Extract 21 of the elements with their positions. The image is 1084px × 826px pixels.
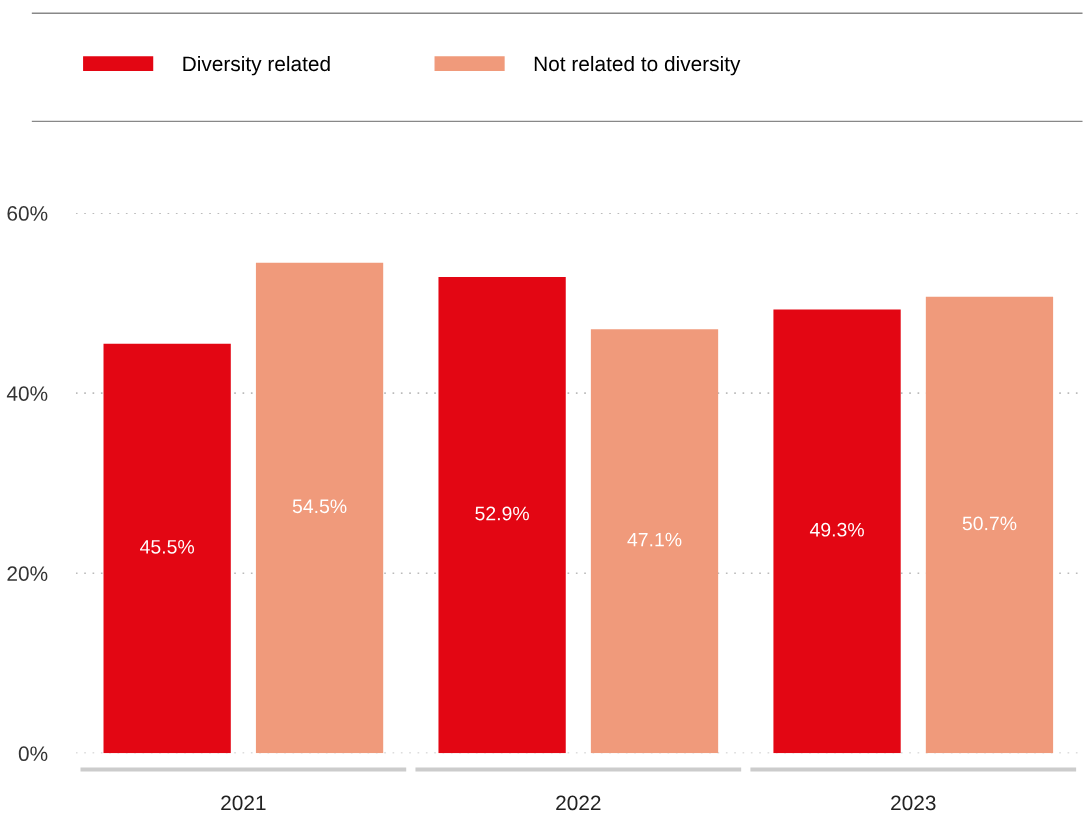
- data-label: 50.7%: [962, 516, 1017, 531]
- y-tick-label: 20%: [7, 566, 48, 581]
- bar: [773, 309, 901, 754]
- bar: [103, 343, 231, 754]
- data-label: 52.9%: [475, 506, 529, 521]
- legend-label: Not related to diversity: [534, 55, 741, 76]
- data-label: 45.5%: [140, 540, 195, 554]
- data-label: 49.3%: [809, 522, 864, 537]
- data-label: 47.1%: [627, 532, 682, 547]
- y-tick-label: 60%: [7, 206, 48, 221]
- bar: [925, 296, 1054, 754]
- x-tick-label: 2023: [891, 795, 936, 811]
- y-tick-label: 0%: [18, 746, 48, 762]
- bar: [255, 262, 384, 754]
- legend-label: Diversity related: [183, 55, 330, 76]
- x-tick-label: 2021: [221, 795, 266, 811]
- bar: [590, 329, 719, 754]
- x-tick-label: 2022: [556, 795, 601, 811]
- y-tick-label: 40%: [6, 386, 48, 401]
- bar: [438, 277, 566, 754]
- data-label: 54.5%: [292, 499, 347, 514]
